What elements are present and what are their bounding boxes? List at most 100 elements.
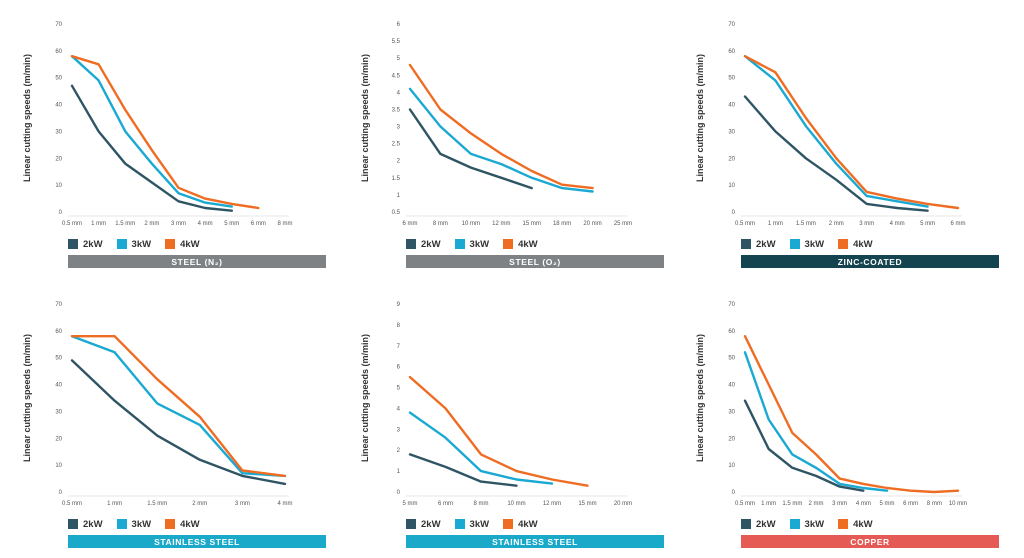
legend-label: 2kW — [756, 238, 776, 250]
legend-swatch — [116, 239, 127, 249]
series-line-3kW — [408, 411, 554, 485]
x-tick-label: 12 mm — [543, 501, 561, 507]
x-tick-label: 10 mm — [462, 221, 480, 227]
x-tick-label: 4 mm — [278, 501, 293, 507]
y-tick-label: 5 — [397, 386, 401, 392]
legend-swatch — [68, 239, 78, 249]
y-tick-label: 60 — [55, 49, 62, 55]
series-line-4kW — [408, 63, 594, 190]
series-line-3kW — [70, 335, 287, 478]
series-line-2kW — [743, 399, 865, 492]
x-tick-label: 15 mm — [523, 221, 541, 227]
series-line-3kW — [70, 55, 234, 208]
x-tick-label: 1.5 mm — [782, 501, 802, 507]
series-line-4kW — [408, 375, 589, 487]
y-tick-label: 20 — [728, 436, 735, 442]
y-tick-label: 6 — [397, 22, 401, 28]
chart-panel-3: 0 10 20 30 40 50 60 70 0.5 mm 1 mm 1.5 mm 2 mm 3 mm 4… — [673, 0, 999, 268]
legend-item: 2kW — [741, 239, 776, 250]
chart-1-svg: 0 10 20 30 40 50 60 70 0.5 mm 1 mm 1.5 mm 2 mm 3 mm 4… — [22, 22, 293, 227]
legend-swatch — [406, 519, 416, 529]
x-tick-label: 0.5 mm — [735, 221, 755, 227]
x-tick-label: 8 mm — [433, 221, 448, 227]
y-tick-label: 70 — [55, 302, 62, 308]
x-tick-label: 2 mm — [192, 501, 207, 507]
y-tick-label: 10 — [55, 463, 62, 469]
x-tick-label: 1 mm — [107, 501, 122, 507]
legend-item: 2kW — [741, 519, 776, 530]
y-axis-label: Linear cutting speeds (m/min) — [22, 54, 32, 182]
y-tick-label: 20 — [728, 156, 735, 162]
y-tick-label: 0 — [59, 490, 63, 496]
legend-label: 4kW — [518, 238, 538, 250]
legend-label: 4kW — [518, 518, 538, 530]
legend: 2kW 3kW 4kW — [68, 517, 214, 531]
legend-swatch — [503, 519, 514, 529]
y-tick-label: 5 — [397, 56, 401, 62]
legend-item: 2kW — [68, 239, 103, 250]
y-tick-label: 30 — [728, 409, 735, 415]
y-tick-label: 2.5 — [392, 142, 401, 148]
y-tick-label: 0 — [732, 210, 736, 216]
chart-2-svg: 0.5 1 1.5 2 2.5 3 3.5 4 4.5 5 5.5 6 6 mm 8 mm 10 mm 12 … — [360, 22, 632, 227]
chart-panel-5: 0 1 2 3 4 5 6 7 8 9 5 mm 6 mm 8 mm 10 mm 12 mm 15 mm 20 … — [338, 280, 664, 548]
legend-swatch — [741, 239, 751, 249]
y-tick-label: 40 — [55, 383, 62, 389]
legend-label: 3kW — [131, 518, 152, 530]
legend-item: 4kW — [838, 239, 873, 250]
y-tick-label: 1 — [397, 193, 401, 199]
y-tick-label: 8 — [397, 323, 401, 329]
x-tick-label: 1 mm — [91, 221, 106, 227]
y-tick-label: 70 — [728, 22, 735, 28]
legend-label: 4kW — [180, 518, 200, 530]
legend-item: 4kW — [838, 519, 873, 530]
y-tick-label: 60 — [728, 329, 735, 335]
y-axis-label: Linear cutting speeds (m/min) — [695, 334, 705, 462]
legend: 2kW 3kW 4kW — [406, 517, 552, 531]
x-tick-label: 10 mm — [949, 501, 967, 507]
legend-item: 3kW — [116, 518, 152, 530]
legend-swatch — [454, 239, 465, 249]
chart-panel-2: 0.5 1 1.5 2 2.5 3 3.5 4 4.5 5 5.5 6 6 mm 8 mm 10 mm 12 … — [338, 0, 664, 268]
series-line-2kW — [408, 453, 518, 487]
x-tick-label: 4 mm — [890, 221, 905, 227]
x-tick-label: 18 mm — [553, 221, 571, 227]
x-tick-label: 1.5 mm — [115, 221, 135, 227]
y-tick-label: 0 — [397, 490, 401, 496]
x-tick-label: 5 mm — [224, 221, 239, 227]
y-axis-label: Linear cutting speeds (m/min) — [22, 334, 32, 462]
y-tick-label: 40 — [55, 103, 62, 109]
chart-title-banner: STAINLESS STEEL — [68, 535, 326, 548]
legend-label: 3kW — [131, 238, 152, 250]
x-tick-label: 0.5 mm — [62, 501, 82, 507]
y-tick-label: 7 — [397, 344, 401, 350]
legend: 2kW 3kW 4kW — [741, 517, 887, 531]
x-tick-label: 1.5 mm — [796, 221, 816, 227]
y-tick-label: 50 — [55, 76, 62, 82]
x-tick-label: 8 mm — [278, 221, 293, 227]
series-line-2kW — [408, 108, 533, 190]
legend-swatch — [165, 239, 176, 249]
series-line-2kW — [70, 84, 234, 212]
x-tick-label: 20 mm — [583, 221, 601, 227]
x-tick-label: 25 mm — [614, 221, 632, 227]
y-tick-label: 3 — [397, 427, 401, 433]
y-tick-label: 40 — [728, 383, 735, 389]
chart-panel-4: 0 10 20 30 40 50 60 70 0.5 mm 1 mm 1.5 mm 2 mm 3 mm 4… — [0, 280, 326, 548]
y-tick-label: 50 — [728, 356, 735, 362]
series-line-3kW — [743, 55, 929, 208]
legend-label: 2kW — [83, 518, 103, 530]
x-tick-label: 1 mm — [761, 501, 776, 507]
legend-item: 2kW — [406, 239, 441, 250]
y-tick-label: 30 — [55, 129, 62, 135]
x-tick-label: 5 mm — [920, 221, 935, 227]
y-tick-label: 3 — [397, 125, 401, 131]
legend: 2kW 3kW 4kW — [68, 237, 214, 251]
x-tick-label: 2 mm — [144, 221, 159, 227]
x-tick-label: 3 mm — [859, 221, 874, 227]
chart-6-svg: 0 10 20 30 40 50 60 70 0.5 mm 1 mm 1.5 mm 2 mm 3 mm 4… — [695, 302, 967, 507]
y-tick-label: 4.5 — [392, 73, 401, 79]
legend-label: 4kW — [853, 238, 873, 250]
y-axis-label: Linear cutting speeds (m/min) — [360, 54, 370, 182]
y-tick-label: 50 — [55, 356, 62, 362]
